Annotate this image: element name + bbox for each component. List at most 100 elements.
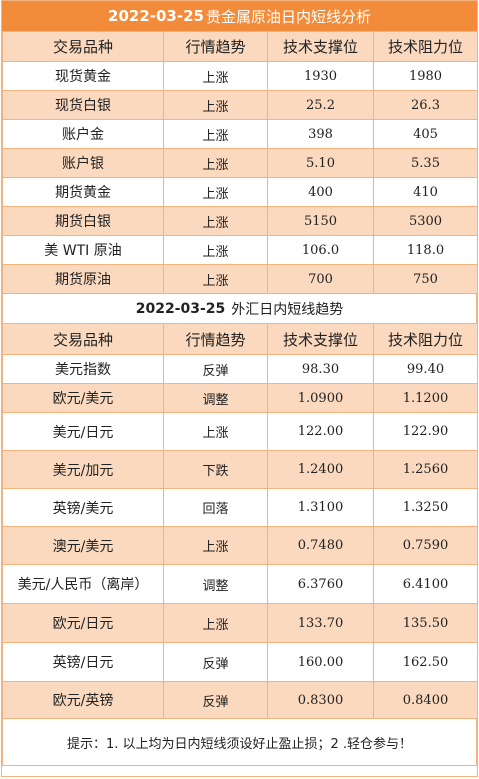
forex-banner: 2022-03-25 外汇日内短线趋势 xyxy=(2,294,477,323)
table-row: 现货白银 上涨 25.2 26.3 xyxy=(2,90,478,120)
precious-header-row: 交易品种 行情趋势 技术支撑位 技术阻力位 xyxy=(2,31,478,62)
resistance-cell: 750 xyxy=(373,264,478,294)
support-cell: 1.0900 xyxy=(267,383,374,413)
trend-cell: 上涨 xyxy=(163,61,268,91)
product-cell: 美元/加元 xyxy=(2,450,164,489)
product-cell: 英镑/日元 xyxy=(2,642,164,682)
table-row: 账户银 上涨 5.10 5.35 xyxy=(2,148,478,178)
support-cell: 1.2400 xyxy=(267,450,374,489)
resistance-cell: 405 xyxy=(373,119,478,149)
resistance-cell: 6.4100 xyxy=(373,564,478,604)
trend-cell: 上涨 xyxy=(163,206,268,236)
header-support: 技术支撑位 xyxy=(267,323,374,355)
product-cell: 欧元/美元 xyxy=(2,383,164,413)
table-row: 美元/加元 下跌 1.2400 1.2560 xyxy=(2,450,478,489)
table-row: 现货黄金 上涨 1930 1980 xyxy=(2,61,478,91)
trend-cell: 上涨 xyxy=(163,264,268,294)
footer-note: 提示：1. 以上均为日内短线须设好止盈止损；2 .轻仓参与！ xyxy=(2,719,477,766)
support-cell: 5.10 xyxy=(267,148,374,178)
trend-cell: 反弹 xyxy=(163,681,268,719)
table-row: 英镑/日元 反弹 160.00 162.50 xyxy=(2,642,478,682)
product-cell: 美元指数 xyxy=(2,354,164,384)
trend-cell: 上涨 xyxy=(163,90,268,120)
precious-banner: 2022-03-25 贵金属原油日内短线分析 xyxy=(2,1,477,31)
precious-table: 交易品种 行情趋势 技术支撑位 技术阻力位 现货黄金 上涨 1930 1980 现货白银 上涨 25… xyxy=(2,31,478,294)
table-row: 期货黄金 上涨 400 410 xyxy=(2,177,478,207)
table-row: 美元/人民币（离岸） 调整 6.3760 6.4100 xyxy=(2,564,478,604)
product-cell: 期货原油 xyxy=(2,264,164,294)
product-cell: 现货白银 xyxy=(2,90,164,120)
product-cell: 澳元/美元 xyxy=(2,526,164,565)
support-cell: 700 xyxy=(267,264,374,294)
precious-date: 2022-03-25 xyxy=(108,7,204,25)
table-row: 英镑/美元 回落 1.3100 1.3250 xyxy=(2,488,478,527)
resistance-cell: 410 xyxy=(373,177,478,207)
trend-cell: 反弹 xyxy=(163,354,268,384)
trend-cell: 上涨 xyxy=(163,148,268,178)
trend-cell: 上涨 xyxy=(163,603,268,643)
trend-cell: 调整 xyxy=(163,564,268,604)
support-cell: 133.70 xyxy=(267,603,374,643)
support-cell: 1.3100 xyxy=(267,488,374,527)
resistance-cell: 1.3250 xyxy=(373,488,478,527)
resistance-cell: 1.1200 xyxy=(373,383,478,413)
resistance-cell: 5300 xyxy=(373,206,478,236)
resistance-cell: 118.0 xyxy=(373,235,478,265)
support-cell: 122.00 xyxy=(267,412,374,451)
header-resistance: 技术阻力位 xyxy=(373,323,478,355)
support-cell: 98.30 xyxy=(267,354,374,384)
header-support: 技术支撑位 xyxy=(267,31,374,62)
support-cell: 400 xyxy=(267,177,374,207)
resistance-cell: 99.40 xyxy=(373,354,478,384)
trend-cell: 上涨 xyxy=(163,235,268,265)
support-cell: 25.2 xyxy=(267,90,374,120)
trend-cell: 反弹 xyxy=(163,642,268,682)
support-cell: 6.3760 xyxy=(267,564,374,604)
product-cell: 美元/人民币（离岸） xyxy=(2,564,164,604)
support-cell: 106.0 xyxy=(267,235,374,265)
resistance-cell: 26.3 xyxy=(373,90,478,120)
resistance-cell: 0.7590 xyxy=(373,526,478,565)
product-cell: 欧元/英镑 xyxy=(2,681,164,719)
resistance-cell: 0.8400 xyxy=(373,681,478,719)
product-cell: 美元/日元 xyxy=(2,412,164,451)
product-cell: 期货白银 xyxy=(2,206,164,236)
trend-cell: 上涨 xyxy=(163,177,268,207)
precious-title: 贵金属原油日内短线分析 xyxy=(205,7,371,26)
forex-date: 2022-03-25 xyxy=(135,300,226,317)
forex-title: 外汇日内短线趋势 xyxy=(231,301,344,318)
resistance-cell: 1.2560 xyxy=(373,450,478,489)
trend-cell: 调整 xyxy=(163,383,268,413)
table-row: 欧元/美元 调整 1.0900 1.1200 xyxy=(2,383,478,413)
support-cell: 0.8300 xyxy=(267,681,374,719)
trend-cell: 上涨 xyxy=(163,412,268,451)
support-cell: 1930 xyxy=(267,61,374,91)
header-product: 交易品种 xyxy=(2,31,164,62)
resistance-cell: 122.90 xyxy=(373,412,478,451)
trend-cell: 下跌 xyxy=(163,450,268,489)
table-row: 期货原油 上涨 700 750 xyxy=(2,264,478,294)
header-resistance: 技术阻力位 xyxy=(373,31,478,62)
product-cell: 账户银 xyxy=(2,148,164,178)
header-trend: 行情趋势 xyxy=(163,31,268,62)
resistance-cell: 162.50 xyxy=(373,642,478,682)
table-row: 美元/日元 上涨 122.00 122.90 xyxy=(2,412,478,451)
resistance-cell: 1980 xyxy=(373,61,478,91)
table-row: 欧元/日元 上涨 133.70 135.50 xyxy=(2,603,478,643)
table-row: 美 WTI 原油 上涨 106.0 118.0 xyxy=(2,235,478,265)
forex-header-row: 交易品种 行情趋势 技术支撑位 技术阻力位 xyxy=(2,323,478,355)
product-cell: 期货黄金 xyxy=(2,177,164,207)
product-cell: 现货黄金 xyxy=(2,61,164,91)
table-row: 欧元/英镑 反弹 0.8300 0.8400 xyxy=(2,681,478,719)
support-cell: 398 xyxy=(267,119,374,149)
header-trend: 行情趋势 xyxy=(163,323,268,355)
support-cell: 5150 xyxy=(267,206,374,236)
support-cell: 160.00 xyxy=(267,642,374,682)
product-cell: 账户金 xyxy=(2,119,164,149)
trend-cell: 上涨 xyxy=(163,526,268,565)
table-row: 期货白银 上涨 5150 5300 xyxy=(2,206,478,236)
product-cell: 英镑/美元 xyxy=(2,488,164,527)
trend-cell: 上涨 xyxy=(163,119,268,149)
table-row: 账户金 上涨 398 405 xyxy=(2,119,478,149)
